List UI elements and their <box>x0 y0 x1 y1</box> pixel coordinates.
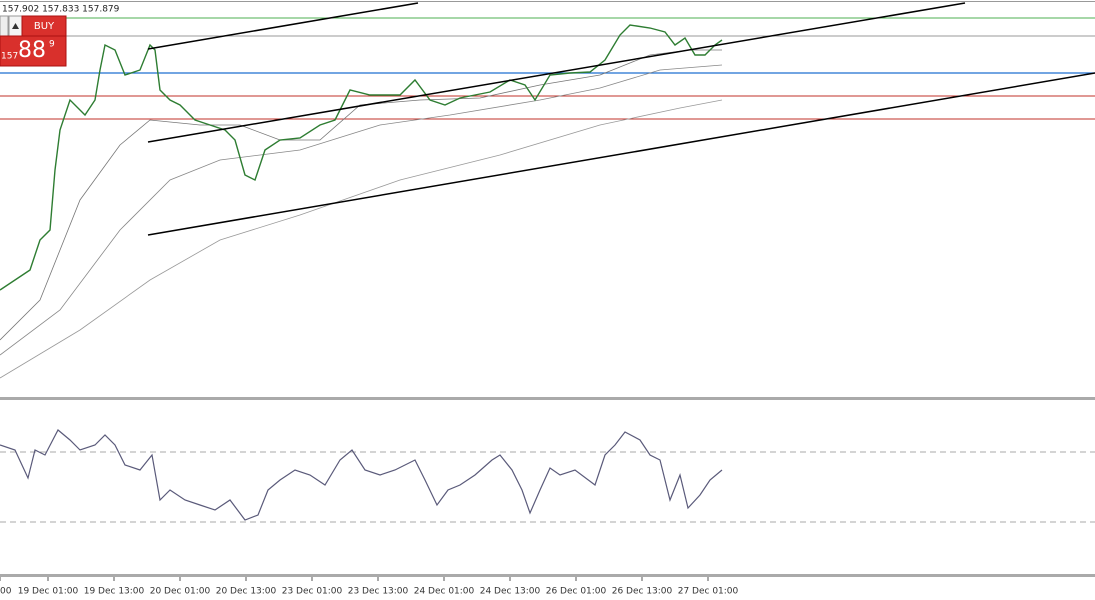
time-label: 24 Dec 13:00 <box>480 587 541 597</box>
time-label: 26 Dec 01:00 <box>546 587 607 597</box>
moving-average <box>0 64 723 356</box>
time-label: 27 Dec 01:00 <box>678 587 739 597</box>
time-label: 23 Dec 01:00 <box>282 587 343 597</box>
price-pip: 9 <box>49 40 55 50</box>
time-label: 26 Dec 13:00 <box>612 587 673 597</box>
time-label: 19 Dec 13:00 <box>84 587 145 597</box>
time-label: 23 Dec 13:00 <box>348 587 409 597</box>
price-prefix: 157 <box>1 52 18 62</box>
trend-line <box>147 2 966 143</box>
panel-separator <box>0 574 1095 577</box>
time-label: 20 Dec 01:00 <box>150 587 211 597</box>
price-line <box>0 24 723 291</box>
price-big: 88 <box>18 38 46 63</box>
time-axis: 00 19 Dec 01:00 19 Dec 13:00 20 Dec 01:00 20… <box>0 577 739 597</box>
panel-toggle[interactable] <box>0 15 9 37</box>
arrow-icon <box>12 23 19 29</box>
time-label: 00 <box>0 587 12 597</box>
buy-price-box[interactable] <box>0 35 67 67</box>
moving-average <box>0 49 722 341</box>
panel-separator <box>0 397 1095 400</box>
time-label: 20 Dec 13:00 <box>216 587 277 597</box>
rsi-line <box>0 429 723 521</box>
ohlc-header: 157.902 157.833 157.879 <box>2 5 120 15</box>
time-label: 24 Dec 01:00 <box>414 587 475 597</box>
buy-label: BUY <box>34 21 55 32</box>
moving-average <box>0 99 723 379</box>
trend-line <box>147 72 1095 236</box>
time-label: 19 Dec 01:00 <box>18 587 79 597</box>
trend-line <box>147 2 419 50</box>
